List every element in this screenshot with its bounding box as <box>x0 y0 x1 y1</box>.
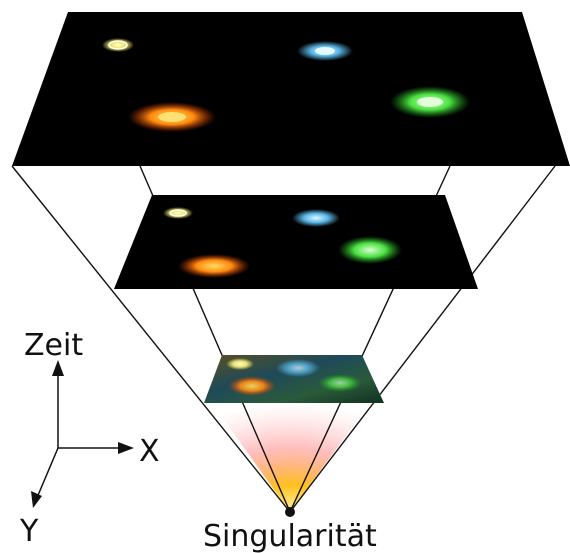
singularity-label: Singularität <box>203 519 377 553</box>
y-axis-arrow <box>31 491 42 508</box>
cone-line-right-outer <box>289 165 556 513</box>
galaxy-green <box>338 236 402 264</box>
y-axis-label: Y <box>19 514 39 549</box>
x-axis-label: X <box>139 434 160 469</box>
galaxy-yellow <box>102 38 134 52</box>
galaxy-blue <box>292 209 340 227</box>
x-axis-arrow <box>118 442 134 454</box>
y-axis-line <box>35 447 59 501</box>
time-axis-label: Zeit <box>24 328 83 363</box>
singularity-point <box>285 507 295 517</box>
time-axis-arrow <box>52 360 64 376</box>
singularity-glow <box>212 403 370 512</box>
small-early-universe-slice <box>204 355 384 403</box>
middle-universe-slice <box>114 195 478 289</box>
cone-line-left-outer <box>11 165 291 513</box>
galaxy-yellow <box>226 358 254 370</box>
galaxy-green <box>318 374 362 392</box>
coordinate-axes <box>31 360 134 508</box>
galaxy-yellow <box>163 207 193 219</box>
largest-universe-slice <box>12 12 570 166</box>
galaxy-orange <box>178 254 250 278</box>
galaxy-orange <box>228 376 276 396</box>
galaxy-blue <box>276 359 320 377</box>
